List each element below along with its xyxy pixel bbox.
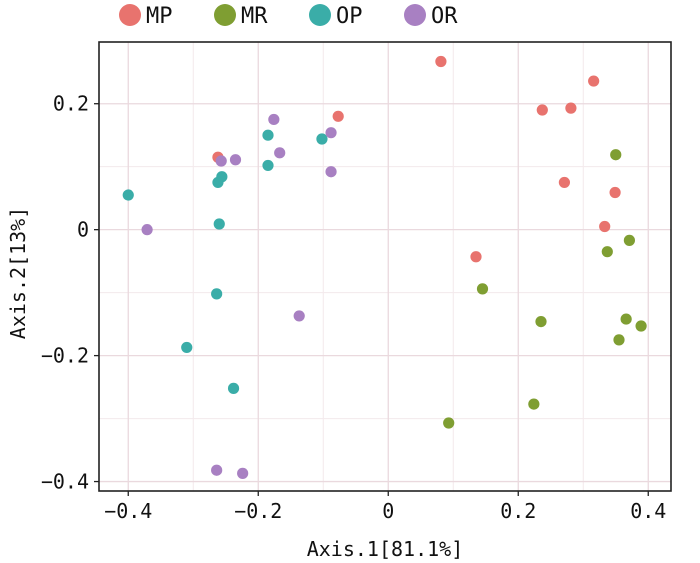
point-mr-4 — [476, 283, 489, 295]
point-mp-4 — [565, 102, 577, 114]
point-mr-5 — [535, 316, 547, 328]
point-op-10 — [227, 382, 240, 394]
data-points — [122, 55, 647, 479]
legend-label-or: OR — [431, 4, 458, 29]
x-axis-label: Axis.1[81.1%] — [307, 537, 464, 561]
point-op-8 — [211, 288, 223, 300]
legend: MP MR OP OR — [119, 4, 458, 29]
point-or-7 — [141, 224, 153, 236]
x-tick-label-0-4: 0.4 — [630, 499, 666, 523]
point-op-5 — [212, 176, 224, 189]
point-mp-9 — [599, 220, 611, 233]
point-op-1 — [262, 129, 274, 141]
legend-marker-or — [404, 4, 426, 26]
point-op-7 — [213, 218, 225, 230]
point-mp-2 — [588, 75, 600, 87]
plot-frame — [98, 41, 672, 492]
point-or-8 — [293, 310, 305, 322]
point-mp-8 — [609, 186, 621, 199]
gridlines — [99, 42, 671, 491]
plot-background — [99, 42, 671, 491]
ticks: −0.4 −0.2 0 0.2 0.4 0.2 0 −0.2 −0.4 — [41, 92, 666, 523]
series-mr — [443, 149, 647, 429]
point-op-3 — [262, 159, 274, 172]
point-mr-1 — [610, 149, 622, 161]
y-axis-label: Axis.2[13%] — [6, 207, 30, 339]
point-or-5 — [215, 155, 227, 167]
point-mr-2 — [623, 234, 636, 246]
point-mp-10 — [470, 251, 482, 263]
point-mp-5 — [332, 110, 344, 122]
point-or-3 — [274, 147, 286, 159]
point-op-6 — [122, 189, 134, 201]
point-mp-7 — [558, 176, 571, 189]
point-mr-8 — [613, 334, 625, 346]
legend-label-mp: MP — [146, 4, 173, 29]
point-op-2 — [316, 133, 328, 145]
x-tick-label-0-2: 0.2 — [500, 499, 536, 523]
point-mp-3 — [536, 104, 548, 116]
point-or-10 — [237, 467, 249, 479]
y-tick-label-0-4: −0.4 — [41, 470, 89, 494]
point-mr-9 — [528, 398, 540, 410]
point-or-4 — [229, 154, 242, 166]
point-or-1 — [268, 113, 280, 126]
point-op-9 — [181, 341, 193, 354]
point-mr-10 — [443, 417, 455, 429]
legend-label-op: OP — [336, 4, 363, 29]
legend-label-mr: MR — [241, 4, 268, 29]
y-tick-label-0: 0 — [77, 218, 89, 242]
point-mr-7 — [635, 320, 647, 332]
x-tick-label-0: 0 — [382, 499, 394, 523]
point-or-6 — [325, 166, 337, 178]
legend-marker-op — [309, 4, 331, 26]
series-op — [122, 129, 328, 394]
x-tick-label-0-2: −0.2 — [234, 499, 282, 523]
series-or — [141, 113, 337, 479]
y-tick-label-0-2: −0.2 — [41, 344, 89, 368]
y-tick-label-0-2: 0.2 — [53, 92, 89, 116]
legend-marker-mr — [214, 4, 236, 26]
point-mp-1 — [435, 55, 447, 68]
point-or-2 — [325, 127, 337, 139]
x-tick-label-0-4: −0.4 — [104, 499, 152, 523]
point-or-9 — [211, 464, 223, 476]
point-mr-6 — [620, 313, 632, 325]
legend-marker-mp — [119, 4, 141, 26]
point-mr-3 — [601, 246, 613, 258]
